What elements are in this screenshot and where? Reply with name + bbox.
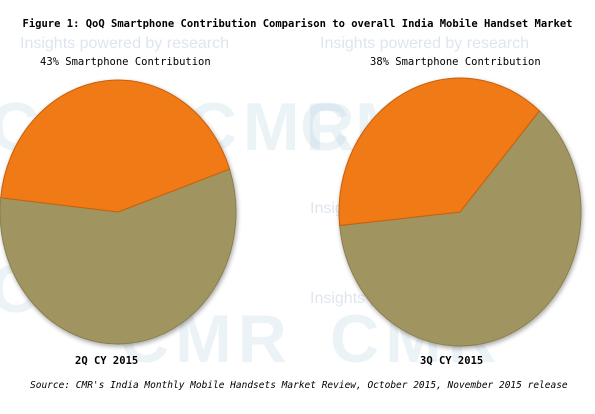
pie-annotation-2q: 43% Smartphone Contribution [40,56,211,68]
pie-annotation-3q: 38% Smartphone Contribution [370,56,541,68]
category-label-3q: 3Q CY 2015 [420,355,484,367]
pie-slice-other [339,110,582,347]
pie-2q-cy-2015 [0,79,237,345]
pie-slice-smartphone [0,79,231,213]
pie-3q-cy-2015 [338,77,582,347]
pie-slice-smartphone [338,77,541,227]
pie-slice-other [0,168,237,345]
source-note: Source: CMR's India Monthly Mobile Hands… [30,380,568,391]
chart-title: Figure 1: QoQ Smartphone Contribution Co… [22,18,573,30]
category-label-2q: 2Q CY 2015 [75,355,139,367]
